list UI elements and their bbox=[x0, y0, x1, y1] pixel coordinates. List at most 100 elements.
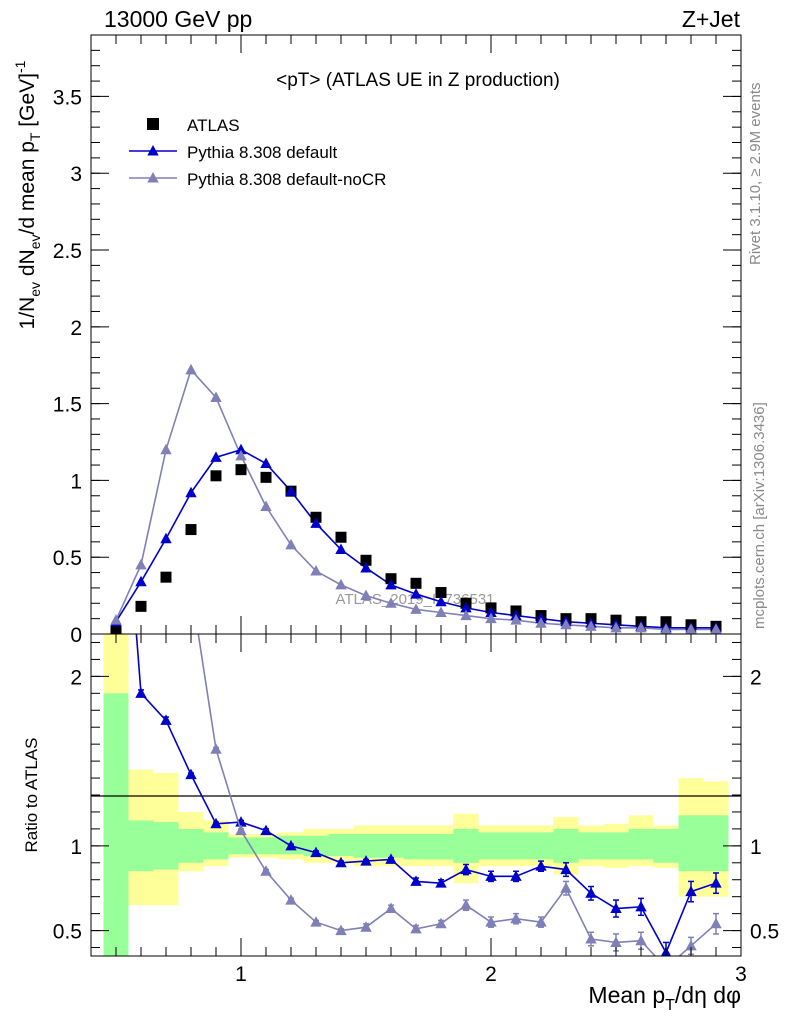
ratio-x-tick-label: 2 bbox=[485, 963, 497, 986]
ratio-data-point bbox=[135, 687, 147, 698]
x-axis-label: Mean pT/dη dφ bbox=[588, 982, 741, 1014]
atlas-data-point bbox=[135, 600, 147, 612]
mc-data-point bbox=[285, 538, 297, 550]
atlas-data-point bbox=[385, 573, 397, 585]
mc-data-point bbox=[410, 603, 422, 614]
process-label: Z+Jet bbox=[682, 6, 741, 32]
ratio-data-point bbox=[260, 865, 272, 876]
ratio-data-point bbox=[585, 933, 597, 944]
ratio-y-tick-label-right: 0.5 bbox=[750, 921, 779, 944]
atlas-data-point bbox=[110, 625, 122, 634]
mc-data-point bbox=[435, 606, 447, 617]
ratio-data-point bbox=[685, 939, 697, 951]
ratio-inner-band bbox=[553, 828, 579, 863]
ratio-inner-band bbox=[678, 815, 704, 872]
legend-label: Pythia 8.308 default-noCR bbox=[187, 170, 386, 189]
mc-data-point bbox=[260, 457, 272, 469]
mc-data-point bbox=[485, 606, 497, 617]
plot-title: <pT> (ATLAS UE in Z production) bbox=[276, 70, 560, 91]
ratio-inner-band bbox=[703, 815, 729, 872]
ratio-data-point bbox=[335, 856, 347, 868]
ratio-data-point bbox=[285, 839, 297, 851]
ratio-x-axis-ticks: 1 2 3 bbox=[115, 634, 747, 986]
ratio-data-point bbox=[535, 860, 547, 871]
ratio-data-point bbox=[435, 917, 447, 929]
ratio-data-point bbox=[160, 714, 172, 725]
mcplots-side-label: mcplots.cern.ch [arXiv:1306.3436] bbox=[751, 402, 768, 629]
ratio-data-point bbox=[560, 863, 572, 875]
ratio-data-point bbox=[485, 916, 497, 927]
atlas-data-point bbox=[235, 464, 247, 476]
ratio-y-axis-label: Ratio to ATLAS bbox=[22, 738, 41, 853]
legend-marker-atlas bbox=[147, 118, 159, 130]
ratio-panel: 0.5 0.5 1 1 2 2 1 2 3 Ratio to ATLAS Mean pT/dη… bbox=[22, 633, 779, 1014]
mc-data-point bbox=[610, 621, 622, 633]
ratio-inner-band bbox=[528, 832, 554, 860]
ratio-inner-band bbox=[253, 837, 279, 855]
ratio-data-point bbox=[635, 900, 647, 912]
ratio-x-tick-label: 1 bbox=[235, 963, 247, 986]
ratio-inner-band bbox=[503, 832, 529, 860]
mc-data-point bbox=[285, 485, 297, 496]
mc-data-point bbox=[635, 621, 647, 633]
mc-data-point bbox=[335, 578, 347, 590]
ratio-inner-band bbox=[203, 832, 229, 860]
plot-title-text: <pT> (ATLAS UE in Z production) bbox=[276, 70, 560, 91]
ratio-data-point bbox=[660, 962, 671, 973]
ratio-data-point bbox=[510, 912, 522, 924]
mc-data-point bbox=[185, 486, 197, 498]
mc-data-point bbox=[210, 391, 222, 402]
mc-data-point bbox=[210, 451, 222, 462]
ratio-data-point bbox=[685, 885, 697, 897]
atlas-data-point bbox=[410, 577, 422, 589]
atlas-data-point bbox=[360, 554, 372, 566]
mc-data-point bbox=[685, 623, 697, 634]
atlas-data-point bbox=[660, 616, 672, 628]
ratio-data-point bbox=[710, 917, 722, 929]
main-x-axis-ticks bbox=[115, 35, 742, 634]
mc-data-point bbox=[110, 614, 122, 625]
main-y-tick-label: 3 bbox=[70, 163, 82, 186]
ratio-inner-band bbox=[378, 833, 404, 858]
ratio-data-point bbox=[260, 824, 272, 836]
ratio-y-tick-label-right: 1 bbox=[750, 836, 762, 859]
mc-data-point bbox=[385, 597, 397, 608]
mc-data-point bbox=[485, 612, 497, 624]
mc-data-point bbox=[535, 617, 547, 628]
ratio-data-point bbox=[710, 877, 722, 888]
ratio-inner-band bbox=[103, 693, 129, 956]
mc-data-point bbox=[410, 588, 422, 599]
watermark-label: ATLAS_2019_I1736531 bbox=[335, 591, 494, 608]
ratio-inner-band bbox=[128, 820, 154, 872]
ratio-data-point bbox=[335, 924, 347, 936]
ratio-inner-band bbox=[328, 833, 354, 857]
main-y-tick-label: 0 bbox=[70, 624, 82, 647]
main-y-tick-label: 0.5 bbox=[53, 547, 82, 570]
ratio-data-point bbox=[360, 921, 372, 932]
ratio-data-point bbox=[285, 894, 297, 905]
ratio-inner-band bbox=[428, 833, 454, 860]
ratio-data-point bbox=[460, 863, 472, 875]
mc-data-point bbox=[460, 609, 472, 621]
atlas-data-point bbox=[310, 511, 322, 523]
atlas-data-point bbox=[210, 470, 222, 482]
main-y-axis-label: 1/Nev dNev/d mean pT [GeV]-1 bbox=[12, 60, 43, 329]
ratio-y-tick-label: 1 bbox=[70, 836, 82, 859]
mc-data-point bbox=[185, 363, 197, 375]
ratio-data-point bbox=[385, 902, 397, 914]
mc-data-point bbox=[710, 623, 722, 634]
mc-data-point bbox=[160, 532, 172, 544]
ratio-y-axis-ticks: 0.5 0.5 1 1 2 2 bbox=[53, 641, 779, 949]
ratio-data-point bbox=[185, 768, 197, 780]
main-y-tick-label: 1 bbox=[70, 470, 82, 493]
ratio-data-point bbox=[310, 916, 322, 927]
ratio-data-point bbox=[435, 877, 447, 888]
atlas-data-point bbox=[260, 471, 272, 483]
main-y-axis-ticks: 0 0.5 1 1.5 2 2.5 3 3.5 bbox=[53, 34, 741, 647]
rivet-side-label: Rivet 3.1.10, ≥ 2.9M events bbox=[747, 83, 764, 266]
ratio-inner-band bbox=[178, 828, 204, 863]
legend-label: ATLAS bbox=[187, 116, 240, 135]
ratio-plot-frame bbox=[90, 633, 742, 957]
main-y-tick-label: 3.5 bbox=[53, 86, 82, 109]
